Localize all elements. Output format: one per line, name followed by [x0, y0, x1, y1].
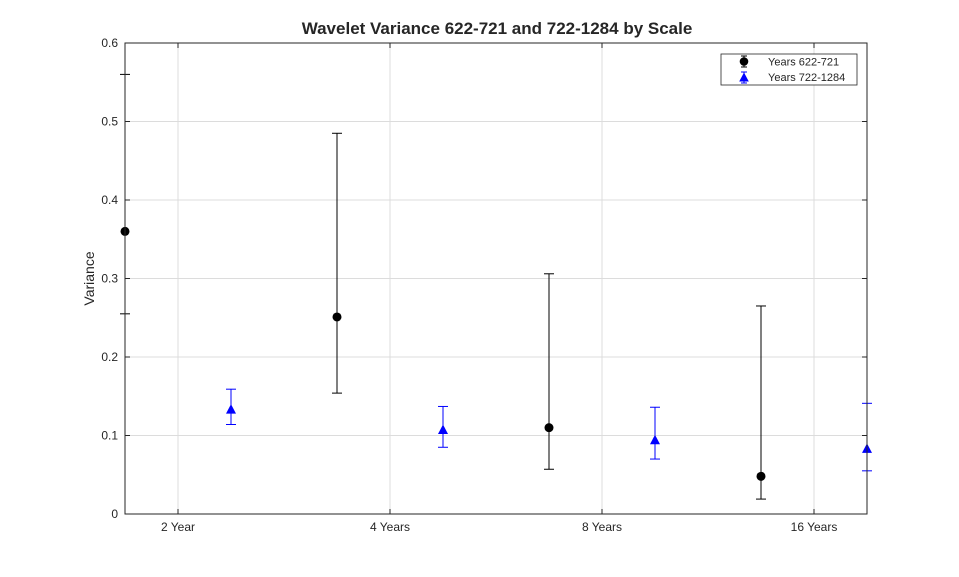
data-point-series-2 — [438, 424, 448, 435]
legend-label-series-2: Years 722-1284 — [768, 72, 845, 84]
legend: Years 622-721 Years 722-1284 — [720, 53, 858, 86]
y-tick-label: 0 — [111, 507, 118, 521]
y-axis-label: Variance — [81, 251, 97, 305]
y-tick-label: 0.3 — [101, 272, 118, 286]
x-tick-label: 4 Years — [370, 520, 410, 534]
data-point-series-2 — [226, 404, 236, 414]
y-tick-label: 0.6 — [101, 36, 118, 50]
x-tick-label: 8 Years — [582, 520, 622, 534]
y-tick-label: 0.4 — [101, 193, 118, 207]
legend-label-series-1: Years 622-721 — [768, 57, 839, 69]
legend-marker-series-1 — [739, 57, 749, 66]
data-point-series-1 — [332, 312, 342, 322]
x-tick-label: 16 Years — [791, 520, 838, 534]
y-tick-label: 0.1 — [101, 429, 118, 443]
y-tick-label: 0.5 — [101, 115, 118, 129]
x-tick-label: 2 Year — [161, 520, 195, 534]
data-point-series-1 — [544, 423, 554, 433]
grid-lines — [125, 43, 867, 514]
axis-ticks: 0 0.1 0.2 0.3 0.4 0.5 0.6 2 Year 4 Years 8 Years 1… — [101, 36, 867, 534]
data-point-series-1 — [756, 471, 766, 481]
legend-marker-series-2 — [739, 72, 749, 82]
data-point-series-2 — [650, 434, 660, 445]
chart-title: Wavelet Variance 622-721 and 722-1284 by… — [302, 19, 693, 38]
y-tick-label: 0.2 — [101, 350, 118, 364]
